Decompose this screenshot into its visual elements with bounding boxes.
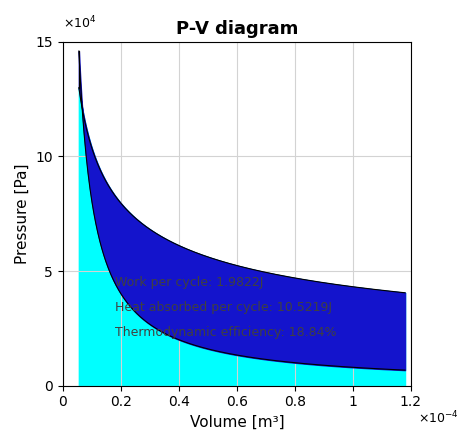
- Y-axis label: Pressure [Pa]: Pressure [Pa]: [15, 164, 30, 264]
- Text: Work per cycle: 1.9822J: Work per cycle: 1.9822J: [115, 276, 264, 289]
- Title: P-V diagram: P-V diagram: [176, 20, 298, 37]
- Text: $\times10^{-4}$: $\times10^{-4}$: [418, 410, 459, 426]
- X-axis label: Volume [m³]: Volume [m³]: [190, 415, 284, 430]
- Text: $\times10^{4}$: $\times10^{4}$: [63, 15, 96, 32]
- Text: Thermodynamic efficiency: 18.84%: Thermodynamic efficiency: 18.84%: [115, 326, 337, 339]
- Text: Heat absorbed per cycle: 10.5219J: Heat absorbed per cycle: 10.5219J: [115, 301, 332, 314]
